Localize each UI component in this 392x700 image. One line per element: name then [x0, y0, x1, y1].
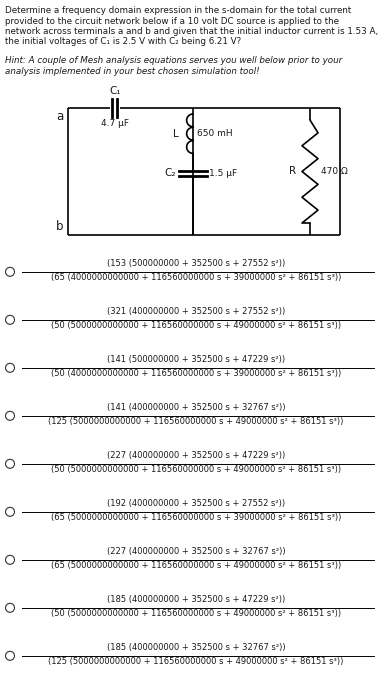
Text: 650 mH: 650 mH [197, 130, 232, 139]
Text: (65 (5000000000000 + 116560000000 s + 39000000 s² + 86151 s³)): (65 (5000000000000 + 116560000000 s + 39… [51, 513, 341, 522]
Text: provided to the circuit network below if a 10 volt DC source is applied to the: provided to the circuit network below if… [5, 17, 339, 25]
Text: (50 (4000000000000 + 116560000000 s + 39000000 s² + 86151 s³)): (50 (4000000000000 + 116560000000 s + 39… [51, 369, 341, 378]
Circle shape [5, 267, 15, 276]
Circle shape [5, 603, 15, 612]
Text: 4.7 μF: 4.7 μF [101, 119, 129, 128]
Text: the initial voltages of C₁ is 2.5 V with C₂ being 6.21 V?: the initial voltages of C₁ is 2.5 V with… [5, 38, 241, 46]
Text: analysis implemented in your best chosen simulation tool!: analysis implemented in your best chosen… [5, 66, 260, 76]
Text: (50 (5000000000000 + 116560000000 s + 49000000 s² + 86151 s³)): (50 (5000000000000 + 116560000000 s + 49… [51, 465, 341, 474]
Text: network across terminals a and b and given that the initial inductor current is : network across terminals a and b and giv… [5, 27, 378, 36]
Text: (227 (400000000 + 352500 s + 47229 s²)): (227 (400000000 + 352500 s + 47229 s²)) [107, 451, 285, 460]
Text: Hint: A couple of Mesh analysis equations serves you well below prior to your: Hint: A couple of Mesh analysis equation… [5, 56, 342, 65]
Text: (50 (5000000000000 + 116560000000 s + 49000000 s² + 86151 s³)): (50 (5000000000000 + 116560000000 s + 49… [51, 321, 341, 330]
Text: (125 (5000000000000 + 116560000000 s + 49000000 s² + 86151 s³)): (125 (5000000000000 + 116560000000 s + 4… [48, 657, 344, 666]
Text: (153 (500000000 + 352500 s + 27552 s²)): (153 (500000000 + 352500 s + 27552 s²)) [107, 259, 285, 268]
Text: L: L [173, 129, 179, 139]
Circle shape [5, 412, 15, 420]
Text: (65 (4000000000000 + 116560000000 s + 39000000 s² + 86151 s³)): (65 (4000000000000 + 116560000000 s + 39… [51, 273, 341, 282]
Text: b: b [56, 220, 64, 233]
Text: Determine a frequency domain expression in the s-domain for the total current: Determine a frequency domain expression … [5, 6, 351, 15]
Text: (185 (400000000 + 352500 s + 32767 s²)): (185 (400000000 + 352500 s + 32767 s²)) [107, 643, 285, 652]
Text: (50 (5000000000000 + 116560000000 s + 49000000 s² + 86151 s³)): (50 (5000000000000 + 116560000000 s + 49… [51, 609, 341, 618]
Text: 1.5 μF: 1.5 μF [209, 169, 237, 178]
Circle shape [5, 363, 15, 372]
Text: (192 (400000000 + 352500 s + 27552 s²)): (192 (400000000 + 352500 s + 27552 s²)) [107, 499, 285, 508]
Text: C₂: C₂ [165, 168, 176, 178]
Circle shape [5, 315, 15, 324]
Text: a: a [56, 110, 63, 123]
Text: C₁: C₁ [109, 86, 121, 96]
Text: (125 (5000000000000 + 116560000000 s + 49000000 s² + 86151 s³)): (125 (5000000000000 + 116560000000 s + 4… [48, 417, 344, 426]
Text: (321 (400000000 + 352500 s + 27552 s²)): (321 (400000000 + 352500 s + 27552 s²)) [107, 307, 285, 316]
Text: R: R [289, 167, 296, 176]
Circle shape [5, 508, 15, 517]
Text: 470 Ω: 470 Ω [321, 167, 348, 176]
Text: (185 (400000000 + 352500 s + 47229 s²)): (185 (400000000 + 352500 s + 47229 s²)) [107, 595, 285, 604]
Circle shape [5, 459, 15, 468]
Circle shape [5, 651, 15, 660]
Text: (141 (400000000 + 352500 s + 32767 s²)): (141 (400000000 + 352500 s + 32767 s²)) [107, 403, 285, 412]
Text: (65 (5000000000000 + 116560000000 s + 49000000 s² + 86151 s³)): (65 (5000000000000 + 116560000000 s + 49… [51, 561, 341, 570]
Text: (227 (400000000 + 352500 s + 32767 s²)): (227 (400000000 + 352500 s + 32767 s²)) [107, 547, 285, 556]
Text: (141 (500000000 + 352500 s + 47229 s²)): (141 (500000000 + 352500 s + 47229 s²)) [107, 355, 285, 364]
Circle shape [5, 555, 15, 564]
